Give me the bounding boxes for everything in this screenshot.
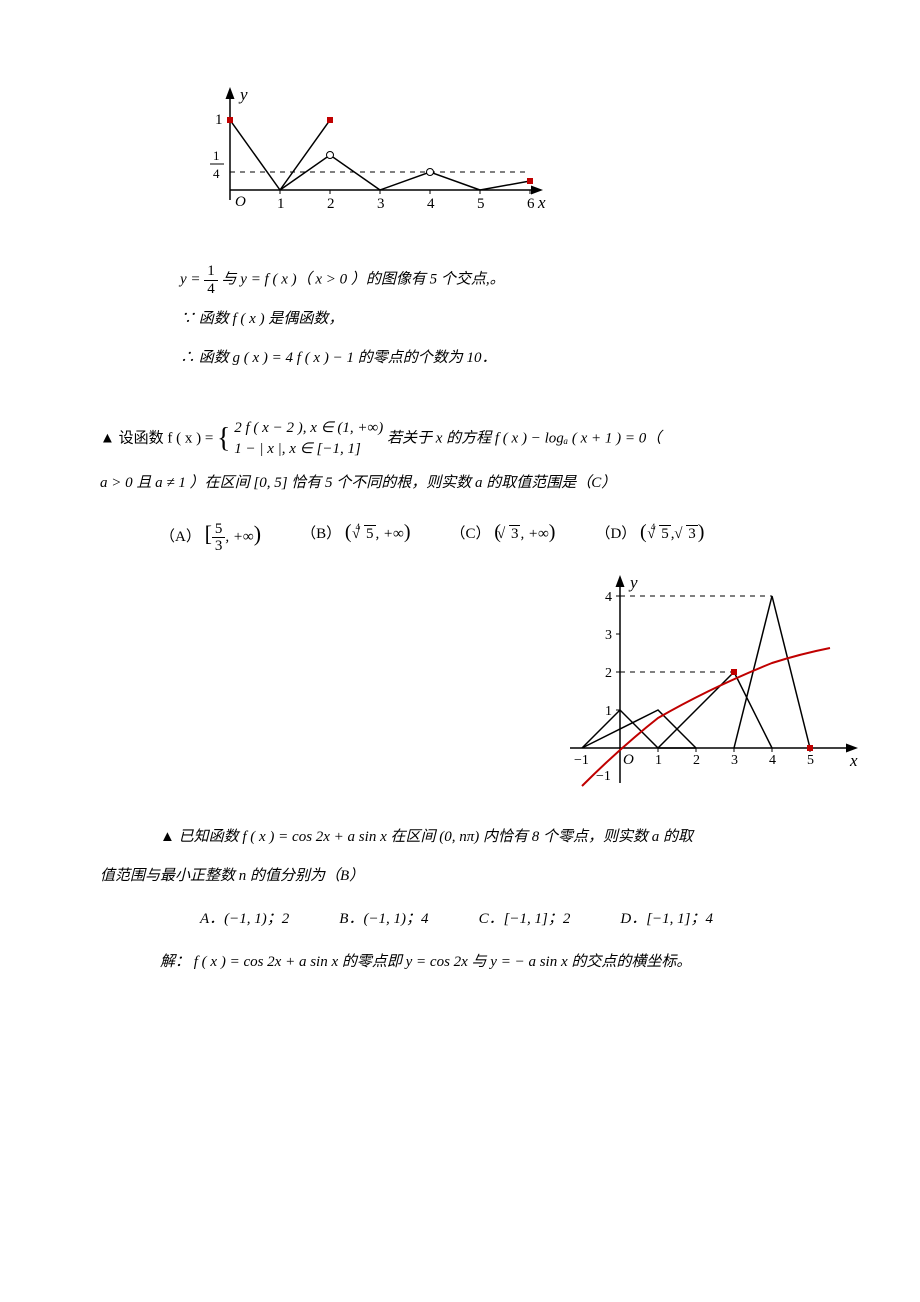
- fig1-svg: 1 2 3 4 5 6 y x O 1 1 4: [180, 80, 560, 230]
- q2-options: A．(−1, 1)；2 B．(−1, 1)；4 C．[−1, 1]；2 D．[−…: [200, 903, 840, 936]
- q1-line2: a > 0 且 a ≠ 1 ）在区间 [0, 5] 恰有 5 个不同的根，则实数…: [100, 467, 840, 500]
- svg-text:x: x: [849, 751, 858, 770]
- q1-opt-a: （A） [53, +∞): [160, 510, 261, 558]
- svg-text:2: 2: [327, 196, 335, 212]
- svg-text:O: O: [623, 752, 634, 768]
- q2-line2: 值范围与最小正整数 n 的值分别为（B）: [100, 860, 840, 893]
- q2-opt-d: D．[−1, 1]；4: [620, 903, 713, 936]
- q1-opt-c: （C） (3, +∞): [451, 510, 556, 558]
- svg-text:6: 6: [527, 196, 535, 212]
- svg-text:x: x: [537, 193, 546, 212]
- svg-text:4: 4: [769, 753, 776, 768]
- svg-text:y: y: [628, 573, 638, 592]
- para1-line2: ∵ 函数 f ( x ) 是偶函数，: [180, 303, 840, 336]
- svg-text:2: 2: [693, 753, 700, 768]
- figure-1: 1 2 3 4 5 6 y x O 1 1 4: [180, 80, 840, 243]
- svg-text:3: 3: [377, 196, 385, 212]
- svg-text:4: 4: [213, 166, 220, 181]
- q2-solution: 解： f ( x ) = cos 2x + a sin x 的零点即 y = c…: [160, 946, 840, 979]
- para1-line1: y = 14 与 y = f ( x )（ x > 0 ）的图像有 5 个交点,…: [180, 263, 840, 297]
- figure-2: y x O −1 1 2 3 4 5 1 2 3 4 −1: [560, 568, 840, 811]
- svg-text:1: 1: [277, 196, 285, 212]
- para1-line3: ∴ 函数 g ( x ) = 4 f ( x ) − 1 的零点的个数为 10．: [180, 342, 840, 375]
- svg-text:2: 2: [605, 666, 612, 681]
- svg-text:5: 5: [807, 753, 814, 768]
- q1-opt-b: （B） (45, +∞): [301, 510, 410, 558]
- svg-text:4: 4: [427, 196, 435, 212]
- svg-text:4: 4: [605, 590, 612, 605]
- q1-options: （A） [53, +∞) （B） (45, +∞) （C） (3, +∞) （D…: [160, 510, 840, 558]
- fig2-svg: y x O −1 1 2 3 4 5 1 2 3 4 −1: [560, 568, 860, 798]
- q1-opt-d: （D） (45, 3): [595, 510, 704, 558]
- svg-text:1: 1: [605, 704, 612, 719]
- svg-text:−1: −1: [574, 753, 589, 768]
- svg-text:1: 1: [655, 753, 662, 768]
- svg-text:1: 1: [215, 112, 223, 128]
- q2-opt-b: B．(−1, 1)；4: [339, 903, 428, 936]
- q1-line1: ▲ 设函数 f ( x ) = { 2 f ( x − 2 ), x ∈ (1,…: [100, 417, 840, 461]
- svg-text:O: O: [235, 194, 246, 210]
- svg-text:3: 3: [731, 753, 738, 768]
- q2-opt-a: A．(−1, 1)；2: [200, 903, 289, 936]
- svg-text:1: 1: [213, 148, 220, 163]
- q2-line1: ▲ 已知函数 f ( x ) = cos 2x + a sin x 在区间 (0…: [160, 821, 840, 854]
- q2-opt-c: C．[−1, 1]；2: [479, 903, 571, 936]
- svg-text:3: 3: [605, 628, 612, 643]
- svg-text:y: y: [238, 85, 248, 104]
- svg-text:5: 5: [477, 196, 485, 212]
